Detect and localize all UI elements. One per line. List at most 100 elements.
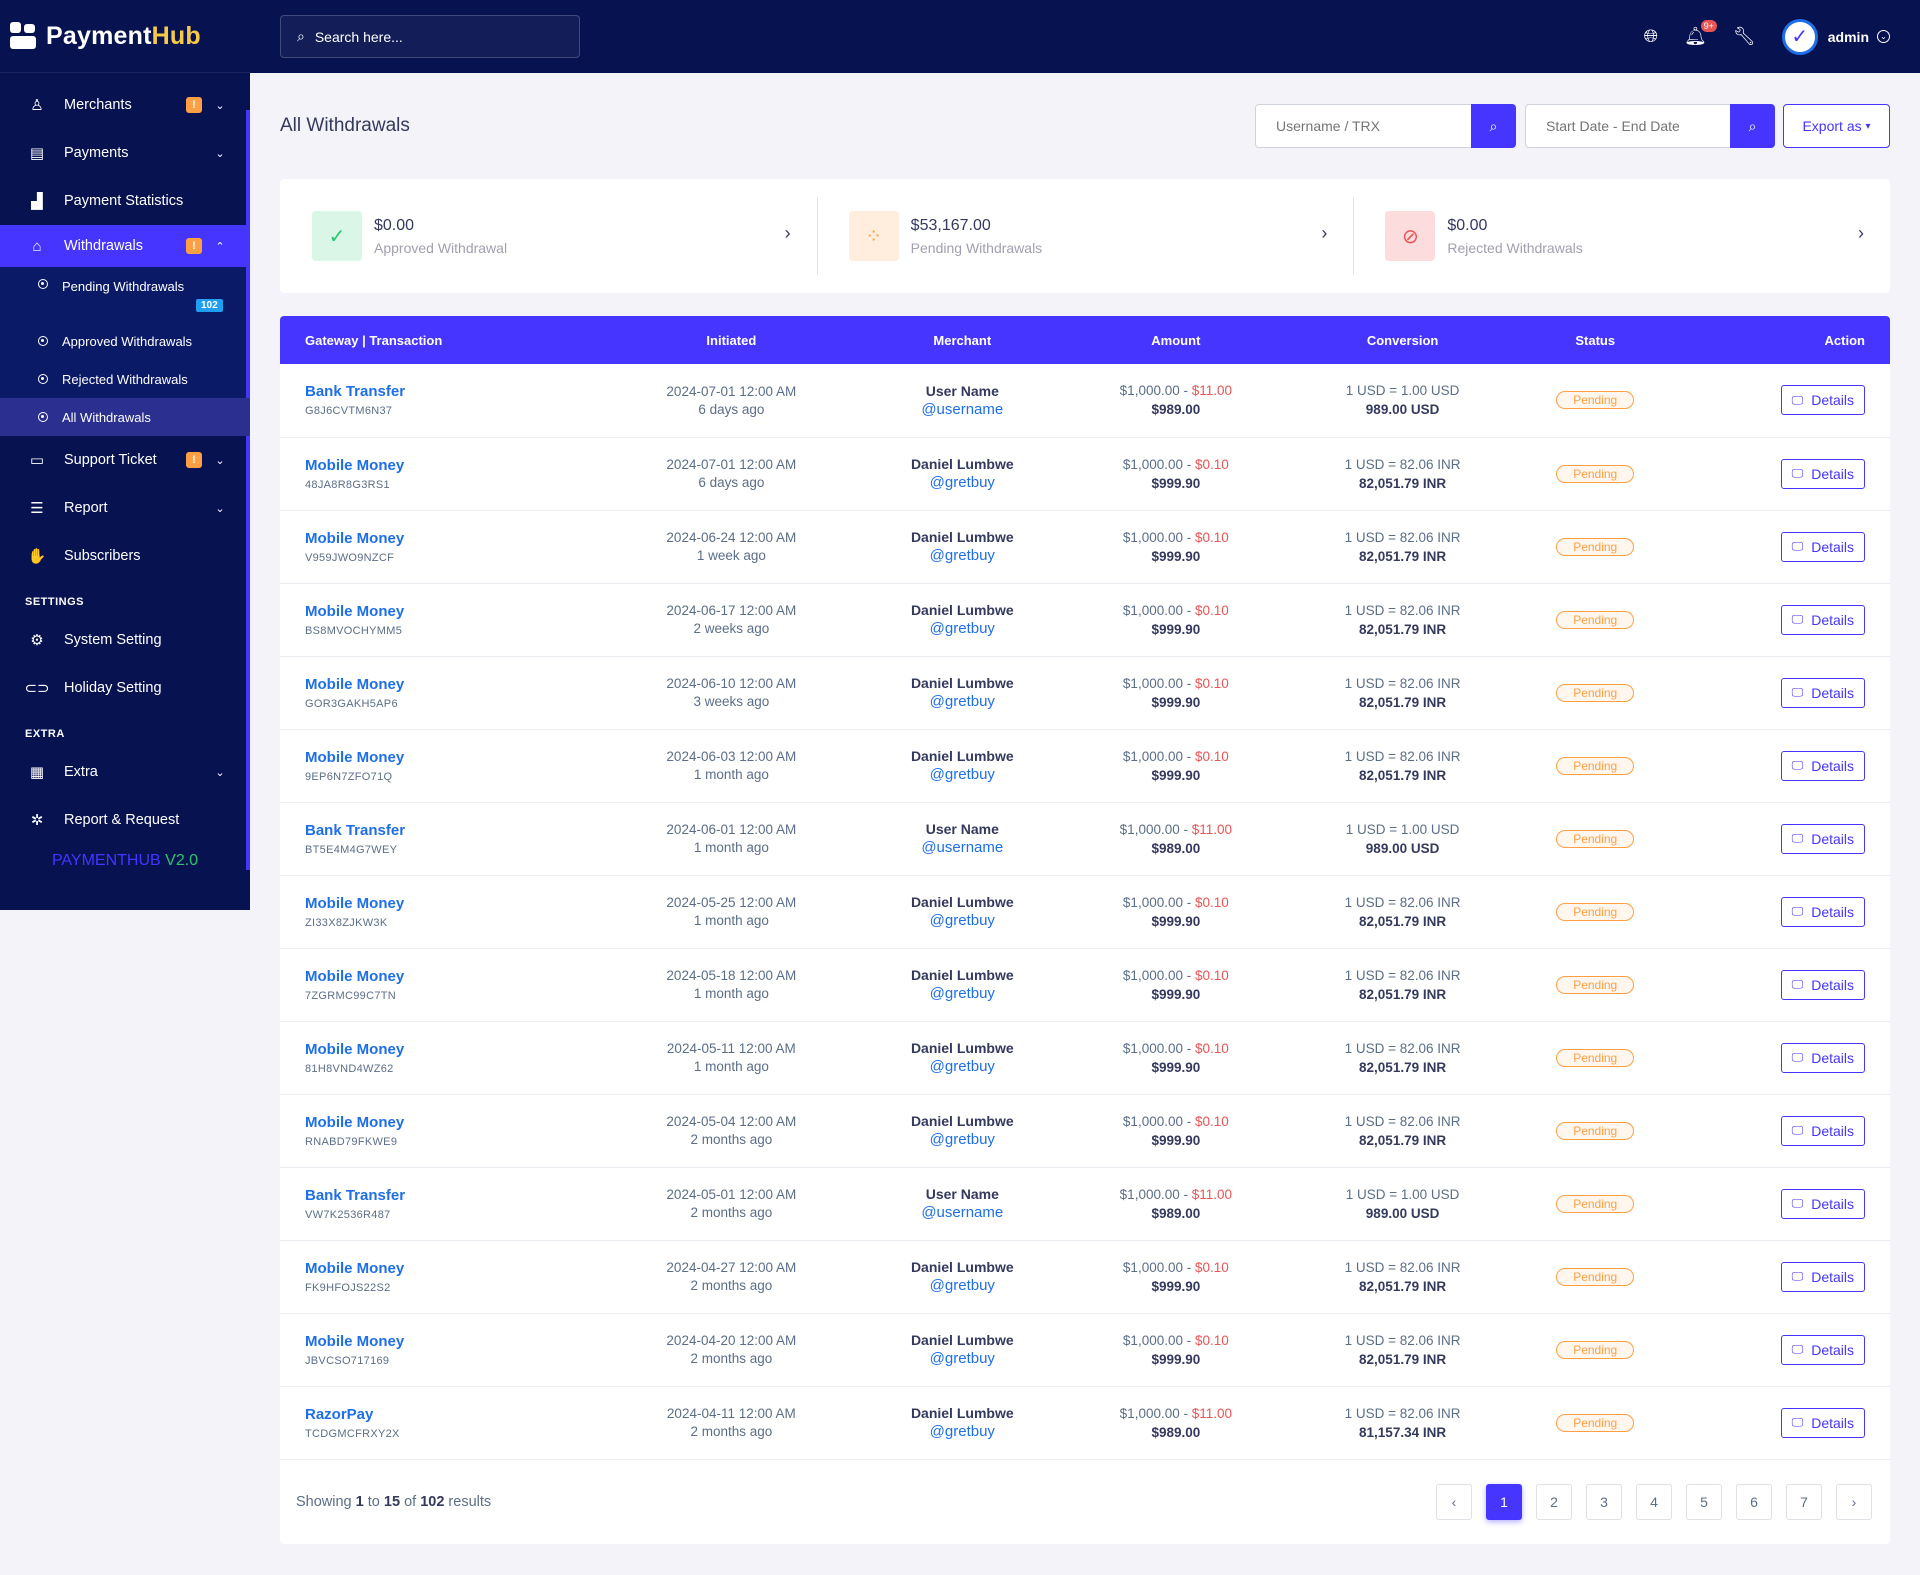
details-button[interactable]: 🖵 Details — [1780, 1407, 1865, 1438]
pagination-page[interactable]: 2 — [1536, 1484, 1572, 1520]
pagination-page[interactable]: 6 — [1736, 1484, 1772, 1520]
sidebar-item-holiday-setting[interactable]: ⊂⊃ Holiday Setting — [24, 680, 162, 697]
sidebar-item-support-ticket[interactable]: ▭ Support Ticket ! ⌄ — [29, 452, 225, 469]
details-button[interactable]: 🖵 Details — [1780, 750, 1865, 781]
pagination-next[interactable]: › — [1836, 1484, 1872, 1520]
details-button[interactable]: 🖵 Details — [1780, 1115, 1865, 1146]
merchant-cell: Daniel Lumbwe @gretbuy — [860, 1094, 1064, 1167]
widget-rejected[interactable]: ⊘ $0.00 Rejected Withdrawals › — [1353, 179, 1890, 293]
merchant-username-link[interactable]: @gretbuy — [929, 766, 995, 783]
gateway-link[interactable]: Mobile Money — [305, 1259, 405, 1277]
table-row: Mobile Money RNABD79FKWE9 2024-05-04 12:… — [280, 1094, 1890, 1167]
merchant-username-link[interactable]: @gretbuy — [929, 1350, 995, 1367]
pagination-page[interactable]: 7 — [1786, 1484, 1822, 1520]
merchant-username-link[interactable]: @gretbuy — [929, 1131, 995, 1148]
merchant-username-link[interactable]: @username — [921, 400, 1004, 418]
export-dropdown-button[interactable]: Export as ▾ — [1783, 104, 1890, 148]
merchant-username-link[interactable]: @username — [921, 839, 1004, 856]
gateway-link[interactable]: RazorPay — [305, 1405, 374, 1423]
sidebar-item-report-request[interactable]: ✲ Report & Request — [0, 796, 250, 844]
merchant-username-link[interactable]: @gretbuy — [929, 912, 995, 929]
initiated-date: 2024-05-11 12:00 AM — [666, 1041, 796, 1056]
gateway-link[interactable]: Mobile Money — [305, 1040, 405, 1058]
widget-pending[interactable]: ⁘ $53,167.00 Pending Withdrawals › — [816, 179, 1354, 293]
pagination-page[interactable]: 4 — [1636, 1484, 1672, 1520]
pagination-page[interactable]: 5 — [1686, 1484, 1722, 1520]
merchant-username-link[interactable]: @gretbuy — [929, 693, 995, 710]
details-button[interactable]: 🖵 Details — [1780, 677, 1865, 708]
merchant-username-link[interactable]: @gretbuy — [929, 1423, 995, 1440]
gateway-link[interactable]: Mobile Money — [305, 529, 405, 547]
details-button[interactable]: 🖵 Details — [1780, 896, 1865, 927]
amount-line: $1,000.00 - $0.10 — [1064, 457, 1287, 472]
pagination-page[interactable]: 1 — [1486, 1484, 1522, 1520]
sidebar-item-payment-statistics[interactable]: ▟ Payment Statistics — [0, 177, 250, 225]
gateway-link[interactable]: Bank Transfer — [305, 1186, 406, 1204]
sidebar-item-withdrawals[interactable]: ⌂ Withdrawals ! ⌃ — [0, 225, 250, 267]
date-search-button[interactable]: ⌕ — [1730, 104, 1775, 148]
initiated-cell: 2024-06-03 12:00 AM 1 month ago — [602, 729, 860, 802]
details-button[interactable]: 🖵 Details — [1780, 458, 1865, 489]
details-button[interactable]: 🖵 Details — [1780, 385, 1865, 416]
initiated-date: 2024-05-25 12:00 AM — [666, 895, 797, 910]
sidebar-item-pending-withdrawals[interactable]: Pending Withdrawals 102 — [0, 267, 250, 322]
conversion-rate: 1 USD = 82.06 INR — [1344, 748, 1461, 764]
merchant-username-link[interactable]: @gretbuy — [929, 474, 995, 491]
trx-search-button[interactable]: ⌕ — [1471, 104, 1516, 148]
sidebar-item-all-withdrawals[interactable]: All Withdrawals — [0, 398, 250, 436]
gateway-link[interactable]: Mobile Money — [305, 1332, 405, 1350]
sidebar-item-report[interactable]: ☰ Report ⌄ — [0, 484, 250, 532]
details-button[interactable]: 🖵 Details — [1780, 1261, 1865, 1292]
gateway-link[interactable]: Mobile Money — [305, 602, 405, 620]
pagination-prev[interactable]: ‹ — [1436, 1484, 1472, 1520]
sidebar-scrollbar[interactable] — [246, 110, 250, 870]
details-button[interactable]: 🖵 Details — [1780, 604, 1865, 635]
merchant-username-link[interactable]: @gretbuy — [929, 620, 995, 637]
details-button[interactable]: 🖵 Details — [1780, 969, 1865, 1000]
global-search-input[interactable]: ⌕ Search here... — [280, 15, 580, 58]
details-button[interactable]: 🖵 Details — [1780, 1188, 1865, 1219]
merchant-username-link[interactable]: @gretbuy — [929, 985, 995, 1002]
sidebar-item-merchants[interactable]: ♙ Merchants ! ⌄ — [0, 81, 250, 129]
merchant-username-link[interactable]: @gretbuy — [929, 547, 995, 564]
widget-approved[interactable]: ✓ $0.00 Approved Withdrawal › — [280, 179, 817, 293]
gateway-link[interactable]: Mobile Money — [305, 894, 405, 912]
merchant-username-link[interactable]: @gretbuy — [929, 1277, 995, 1294]
details-button[interactable]: 🖵 Details — [1780, 531, 1865, 562]
gateway-link[interactable]: Mobile Money — [305, 456, 405, 474]
sidebar-item-rejected-withdrawals[interactable]: Rejected Withdrawals — [0, 360, 250, 398]
gateway-link[interactable]: Bank Transfer — [305, 821, 406, 839]
bell-icon[interactable]: 🔔︎ 9+ — [1684, 20, 1717, 47]
amount-cell: $1,000.00 - $0.10 $999.90 — [1064, 875, 1287, 948]
wrench-icon[interactable]: 🔧︎ — [1732, 26, 1756, 46]
chevron-right-icon: › — [1321, 223, 1328, 243]
gateway-link[interactable]: Mobile Money — [305, 748, 405, 766]
date-range-input[interactable] — [1525, 104, 1730, 148]
sidebar-item-approved-withdrawals[interactable]: Approved Withdrawals — [0, 322, 250, 360]
details-button[interactable]: 🖵 Details — [1780, 1334, 1865, 1365]
pagination-page[interactable]: 3 — [1586, 1484, 1622, 1520]
converted-amount: 82,051.79 INR — [1359, 1059, 1447, 1075]
trx-search-input[interactable] — [1255, 104, 1471, 148]
gateway-link[interactable]: Mobile Money — [305, 967, 405, 985]
conversion-rate: 1 USD = 82.06 INR — [1344, 456, 1461, 472]
merchant-username-link[interactable]: @username — [921, 1204, 1004, 1221]
brand-logo[interactable]: PaymentHub — [0, 0, 250, 73]
gateway-link[interactable]: Bank Transfer — [305, 383, 406, 401]
avatar[interactable]: ✓ — [1781, 18, 1818, 55]
chevron-right-icon: › — [1858, 223, 1865, 243]
initiated-ago: 1 month ago — [693, 913, 769, 928]
sidebar-item-extra[interactable]: ▦ Extra ⌄ — [29, 764, 225, 781]
merchant-name: User Name — [925, 1186, 999, 1202]
details-button[interactable]: 🖵 Details — [1780, 1042, 1865, 1073]
globe-icon[interactable]: 🌐︎ — [1643, 26, 1659, 46]
merchant-username-link[interactable]: @gretbuy — [929, 1058, 995, 1075]
sidebar-item-payments[interactable]: ▤ Payments ⌄ — [29, 145, 225, 162]
sidebar-item-system-setting[interactable]: ⚙ System Setting — [0, 616, 250, 664]
admin-username[interactable]: admin — [1827, 28, 1869, 45]
sidebar-item-subscribers[interactable]: ✋ Subscribers — [27, 548, 141, 565]
gateway-link[interactable]: Mobile Money — [305, 1113, 405, 1131]
chevron-down-icon[interactable]: ⌄ — [1877, 30, 1890, 43]
details-button[interactable]: 🖵 Details — [1780, 823, 1865, 854]
gateway-link[interactable]: Mobile Money — [305, 675, 405, 693]
